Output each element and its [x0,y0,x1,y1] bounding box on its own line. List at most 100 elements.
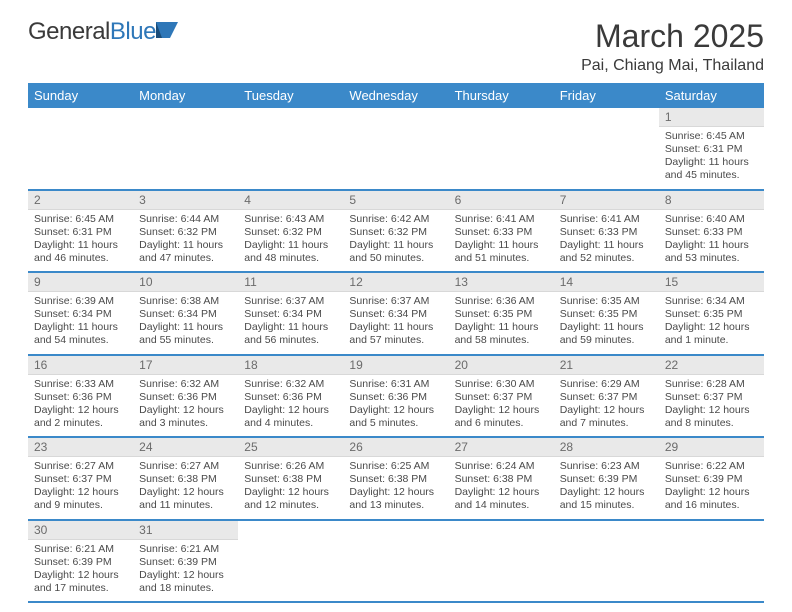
day-cell: 31Sunrise: 6:21 AMSunset: 6:39 PMDayligh… [133,520,238,603]
day-cell: 10Sunrise: 6:38 AMSunset: 6:34 PMDayligh… [133,272,238,355]
page-header: GeneralBlue March 2025 Pai, Chiang Mai, … [28,18,764,75]
logo-text: GeneralBlue [28,18,156,46]
daylight: Daylight: 11 hours and 48 minutes. [244,239,337,265]
day-number: 26 [343,438,448,457]
sunset: Sunset: 6:36 PM [349,391,442,404]
day-body: Sunrise: 6:31 AMSunset: 6:36 PMDaylight:… [343,375,448,437]
location: Pai, Chiang Mai, Thailand [581,57,764,75]
daylight: Daylight: 12 hours and 12 minutes. [244,486,337,512]
sunrise: Sunrise: 6:39 AM [34,295,127,308]
day-body: Sunrise: 6:39 AMSunset: 6:34 PMDaylight:… [28,292,133,354]
daylight: Daylight: 12 hours and 16 minutes. [665,486,758,512]
logo-blue: Blue [110,18,156,45]
day-number: 7 [554,191,659,210]
day-number: 27 [449,438,554,457]
empty-cell [449,520,554,603]
day-body: Sunrise: 6:28 AMSunset: 6:37 PMDaylight:… [659,375,764,437]
day-cell: 14Sunrise: 6:35 AMSunset: 6:35 PMDayligh… [554,272,659,355]
month-title: March 2025 [581,18,764,55]
daylight: Daylight: 11 hours and 58 minutes. [455,321,548,347]
sunset: Sunset: 6:33 PM [665,226,758,239]
sunrise: Sunrise: 6:37 AM [349,295,442,308]
day-body: Sunrise: 6:24 AMSunset: 6:38 PMDaylight:… [449,457,554,519]
sunset: Sunset: 6:37 PM [665,391,758,404]
day-body: Sunrise: 6:22 AMSunset: 6:39 PMDaylight:… [659,457,764,519]
day-body: Sunrise: 6:32 AMSunset: 6:36 PMDaylight:… [133,375,238,437]
sunset: Sunset: 6:34 PM [349,308,442,321]
day-cell: 26Sunrise: 6:25 AMSunset: 6:38 PMDayligh… [343,437,448,520]
day-body: Sunrise: 6:32 AMSunset: 6:36 PMDaylight:… [238,375,343,437]
day-cell: 7Sunrise: 6:41 AMSunset: 6:33 PMDaylight… [554,190,659,273]
sunrise: Sunrise: 6:35 AM [560,295,653,308]
sunset: Sunset: 6:32 PM [139,226,232,239]
sunset: Sunset: 6:31 PM [665,143,758,156]
day-cell: 5Sunrise: 6:42 AMSunset: 6:32 PMDaylight… [343,190,448,273]
sunset: Sunset: 6:38 PM [244,473,337,486]
daylight: Daylight: 12 hours and 11 minutes. [139,486,232,512]
day-number: 24 [133,438,238,457]
sunrise: Sunrise: 6:45 AM [665,130,758,143]
sunrise: Sunrise: 6:30 AM [455,378,548,391]
sunset: Sunset: 6:33 PM [560,226,653,239]
empty-cell [133,108,238,190]
day-cell: 30Sunrise: 6:21 AMSunset: 6:39 PMDayligh… [28,520,133,603]
day-number: 3 [133,191,238,210]
day-cell: 21Sunrise: 6:29 AMSunset: 6:37 PMDayligh… [554,355,659,438]
sunrise: Sunrise: 6:32 AM [139,378,232,391]
day-cell: 3Sunrise: 6:44 AMSunset: 6:32 PMDaylight… [133,190,238,273]
day-number: 29 [659,438,764,457]
daylight: Daylight: 12 hours and 5 minutes. [349,404,442,430]
dow-wed: Wednesday [343,83,448,108]
sunset: Sunset: 6:36 PM [139,391,232,404]
day-number: 12 [343,273,448,292]
day-number: 8 [659,191,764,210]
empty-cell [28,108,133,190]
day-cell: 15Sunrise: 6:34 AMSunset: 6:35 PMDayligh… [659,272,764,355]
day-body: Sunrise: 6:44 AMSunset: 6:32 PMDaylight:… [133,210,238,272]
daylight: Daylight: 12 hours and 1 minute. [665,321,758,347]
sunset: Sunset: 6:32 PM [349,226,442,239]
daylight: Daylight: 11 hours and 53 minutes. [665,239,758,265]
sunset: Sunset: 6:32 PM [244,226,337,239]
day-body: Sunrise: 6:27 AMSunset: 6:38 PMDaylight:… [133,457,238,519]
sunset: Sunset: 6:39 PM [665,473,758,486]
day-cell: 9Sunrise: 6:39 AMSunset: 6:34 PMDaylight… [28,272,133,355]
day-number: 4 [238,191,343,210]
sunrise: Sunrise: 6:36 AM [455,295,548,308]
day-cell: 17Sunrise: 6:32 AMSunset: 6:36 PMDayligh… [133,355,238,438]
sunrise: Sunrise: 6:44 AM [139,213,232,226]
sunset: Sunset: 6:35 PM [455,308,548,321]
sunrise: Sunrise: 6:25 AM [349,460,442,473]
day-number: 6 [449,191,554,210]
day-cell: 1Sunrise: 6:45 AMSunset: 6:31 PMDaylight… [659,108,764,190]
daylight: Daylight: 12 hours and 9 minutes. [34,486,127,512]
dow-fri: Friday [554,83,659,108]
day-number: 16 [28,356,133,375]
day-cell: 22Sunrise: 6:28 AMSunset: 6:37 PMDayligh… [659,355,764,438]
day-body: Sunrise: 6:41 AMSunset: 6:33 PMDaylight:… [449,210,554,272]
sunrise: Sunrise: 6:40 AM [665,213,758,226]
sunrise: Sunrise: 6:26 AM [244,460,337,473]
day-cell: 18Sunrise: 6:32 AMSunset: 6:36 PMDayligh… [238,355,343,438]
daylight: Daylight: 11 hours and 55 minutes. [139,321,232,347]
day-of-week-row: Sunday Monday Tuesday Wednesday Thursday… [28,83,764,108]
day-cell: 20Sunrise: 6:30 AMSunset: 6:37 PMDayligh… [449,355,554,438]
sunrise: Sunrise: 6:37 AM [244,295,337,308]
day-number: 5 [343,191,448,210]
sunset: Sunset: 6:31 PM [34,226,127,239]
daylight: Daylight: 12 hours and 8 minutes. [665,404,758,430]
sunrise: Sunrise: 6:31 AM [349,378,442,391]
day-body: Sunrise: 6:42 AMSunset: 6:32 PMDaylight:… [343,210,448,272]
sunrise: Sunrise: 6:42 AM [349,213,442,226]
flag-icon [156,20,184,45]
day-number: 10 [133,273,238,292]
sunset: Sunset: 6:34 PM [139,308,232,321]
sunset: Sunset: 6:34 PM [244,308,337,321]
sunrise: Sunrise: 6:22 AM [665,460,758,473]
day-number: 17 [133,356,238,375]
day-cell: 19Sunrise: 6:31 AMSunset: 6:36 PMDayligh… [343,355,448,438]
day-number: 28 [554,438,659,457]
day-number: 11 [238,273,343,292]
empty-cell [343,108,448,190]
daylight: Daylight: 12 hours and 17 minutes. [34,569,127,595]
